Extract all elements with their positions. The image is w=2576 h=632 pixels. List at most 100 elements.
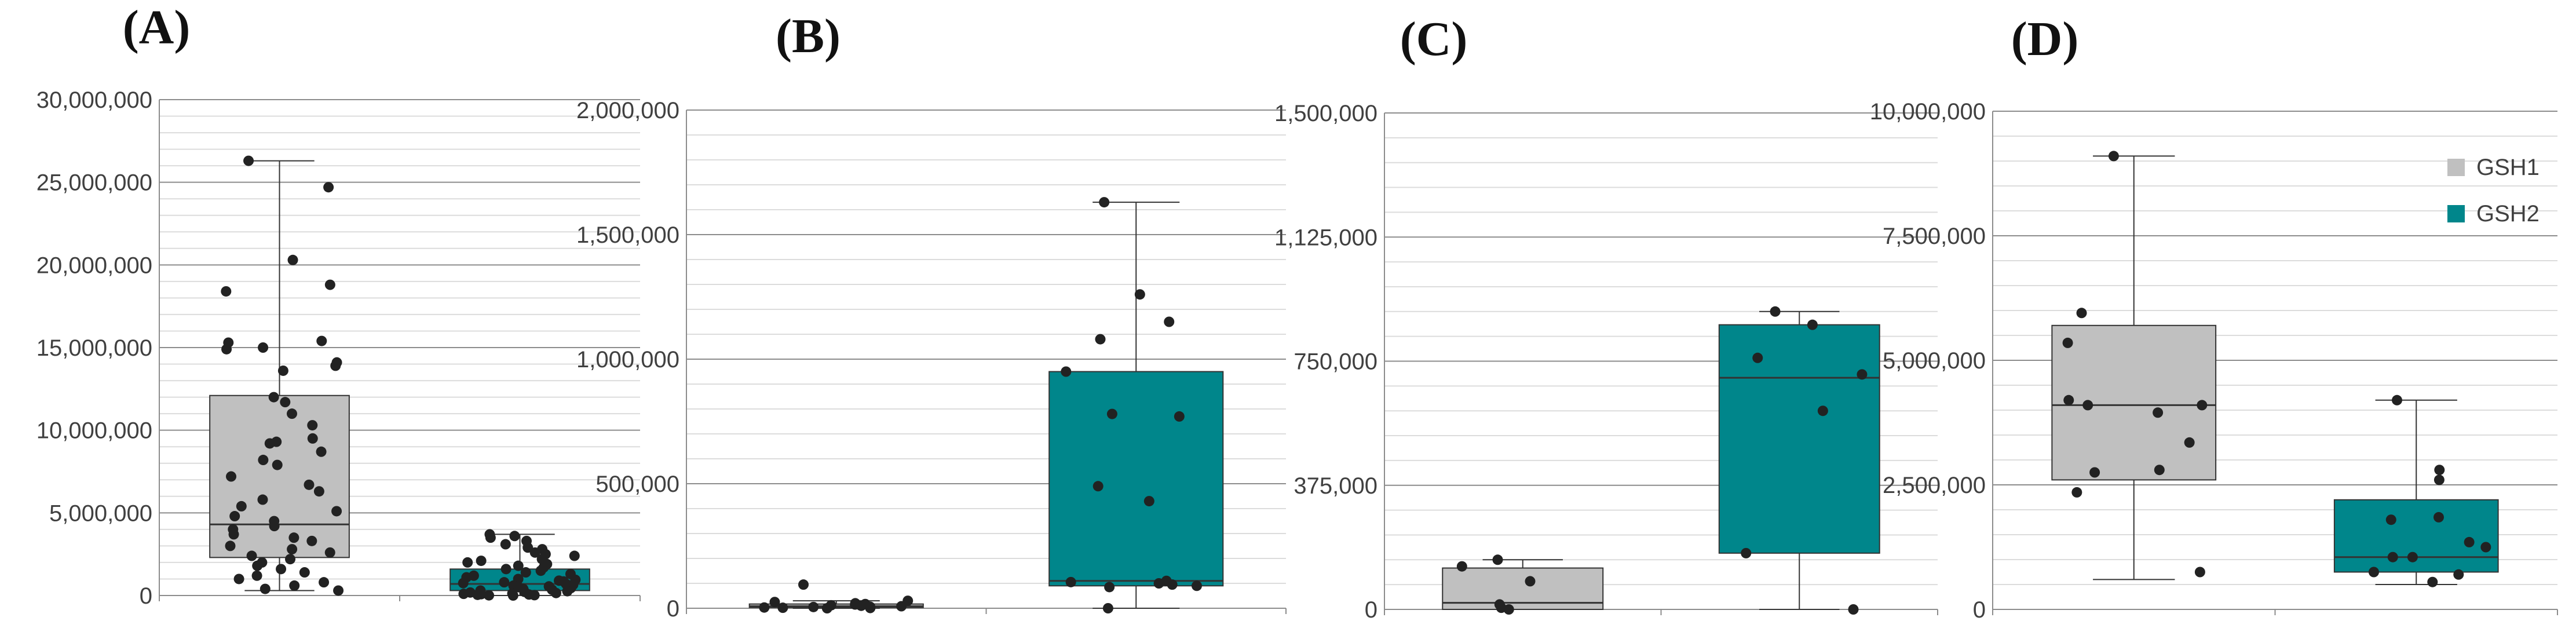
data-point	[251, 570, 262, 581]
data-point	[896, 601, 907, 612]
data-point	[331, 506, 342, 517]
data-point	[287, 544, 298, 555]
data-point	[313, 486, 324, 497]
data-point	[769, 597, 780, 608]
data-point	[476, 556, 487, 567]
data-point	[1143, 496, 1154, 507]
data-point	[258, 455, 269, 466]
data-point	[529, 547, 540, 558]
data-point	[243, 155, 254, 166]
y-tick-label: 10,000,000	[36, 418, 152, 444]
y-tick-label: 1,500,000	[1274, 101, 1377, 126]
y-tick-label: 0	[667, 596, 679, 622]
data-point	[484, 590, 495, 601]
y-tick-label: 15,000,000	[36, 335, 152, 361]
data-point	[287, 254, 298, 265]
data-point	[330, 360, 341, 371]
data-point	[2082, 400, 2093, 411]
y-tick-label: 25,000,000	[36, 170, 152, 196]
y-tick-label: 1,000,000	[576, 347, 679, 372]
y-tick-label: 750,000	[1294, 349, 1377, 375]
data-point	[485, 532, 496, 543]
data-point	[225, 540, 236, 551]
y-tick-label: 0	[1973, 597, 1986, 623]
data-point	[306, 535, 317, 546]
data-point	[319, 577, 330, 588]
data-point	[500, 564, 511, 575]
data-point	[856, 600, 867, 611]
data-point	[1492, 554, 1503, 565]
data-point	[500, 539, 511, 550]
data-point	[280, 397, 291, 408]
data-point	[2071, 487, 2082, 498]
data-point	[271, 436, 282, 447]
data-point	[808, 601, 819, 612]
y-tick-label: 20,000,000	[36, 253, 152, 278]
box-gsh2	[1048, 197, 1224, 613]
data-point	[286, 408, 297, 419]
data-point	[277, 365, 288, 376]
panel-label: (C)	[1400, 12, 1468, 66]
data-point	[233, 573, 244, 584]
y-tick-label: 7,500,000	[1883, 224, 1986, 249]
data-point	[1817, 405, 1828, 417]
data-point	[2385, 514, 2396, 525]
legend-label-gsh2: GSH2	[2476, 201, 2540, 227]
data-point	[258, 342, 269, 353]
panel-label: (A)	[123, 1, 191, 54]
data-point	[1174, 411, 1185, 422]
data-point	[509, 531, 520, 542]
data-point	[307, 433, 318, 444]
data-point	[535, 565, 546, 576]
data-point	[323, 182, 334, 193]
chart-panel-3: 0 375,000 750,000 1,125,000 1,500,000 (C)	[1274, 12, 1938, 623]
y-tick-label: 2,000,000	[576, 98, 679, 123]
box-gsh2	[2333, 394, 2499, 587]
data-point	[226, 471, 237, 482]
data-point	[2197, 400, 2208, 411]
data-point	[499, 577, 510, 588]
data-point	[798, 579, 809, 590]
box-iqr	[1718, 324, 1880, 554]
data-point	[759, 602, 770, 613]
data-point	[2480, 542, 2491, 553]
data-point	[2391, 394, 2402, 405]
box-iqr	[2333, 499, 2499, 573]
box-gsh2	[1718, 306, 1880, 615]
data-point	[228, 529, 239, 540]
data-point	[1061, 366, 1072, 377]
box-iqr	[1048, 371, 1224, 587]
box-iqr	[2051, 324, 2217, 481]
data-point	[1807, 319, 1818, 330]
data-point	[236, 501, 247, 512]
y-tick-label: 0	[1365, 597, 1377, 623]
box-gsh1	[209, 155, 350, 596]
data-point	[529, 590, 540, 601]
legend-label-gsh1: GSH1	[2476, 155, 2540, 180]
legend-swatch-gsh1	[2447, 159, 2465, 176]
data-point	[2089, 467, 2100, 478]
y-tick-label: 30,000,000	[36, 87, 152, 113]
data-point	[1099, 197, 1110, 208]
data-point	[299, 567, 310, 578]
y-tick-label: 0	[140, 583, 152, 609]
data-point	[1503, 604, 1514, 615]
data-point	[285, 554, 296, 565]
data-point	[1848, 604, 1859, 615]
data-point	[1104, 582, 1115, 593]
data-point	[2433, 512, 2444, 523]
data-point	[2062, 337, 2073, 348]
data-point	[2453, 569, 2464, 580]
y-tick-label: 1,125,000	[1274, 225, 1377, 250]
panel-label: (B)	[776, 9, 841, 63]
data-point	[1191, 580, 1202, 591]
data-point	[569, 550, 580, 561]
data-point	[223, 337, 234, 348]
data-point	[324, 547, 335, 558]
data-point	[1770, 306, 1781, 317]
data-point	[2464, 536, 2475, 547]
data-point	[821, 603, 832, 613]
data-point	[307, 420, 318, 431]
data-point	[288, 532, 299, 543]
